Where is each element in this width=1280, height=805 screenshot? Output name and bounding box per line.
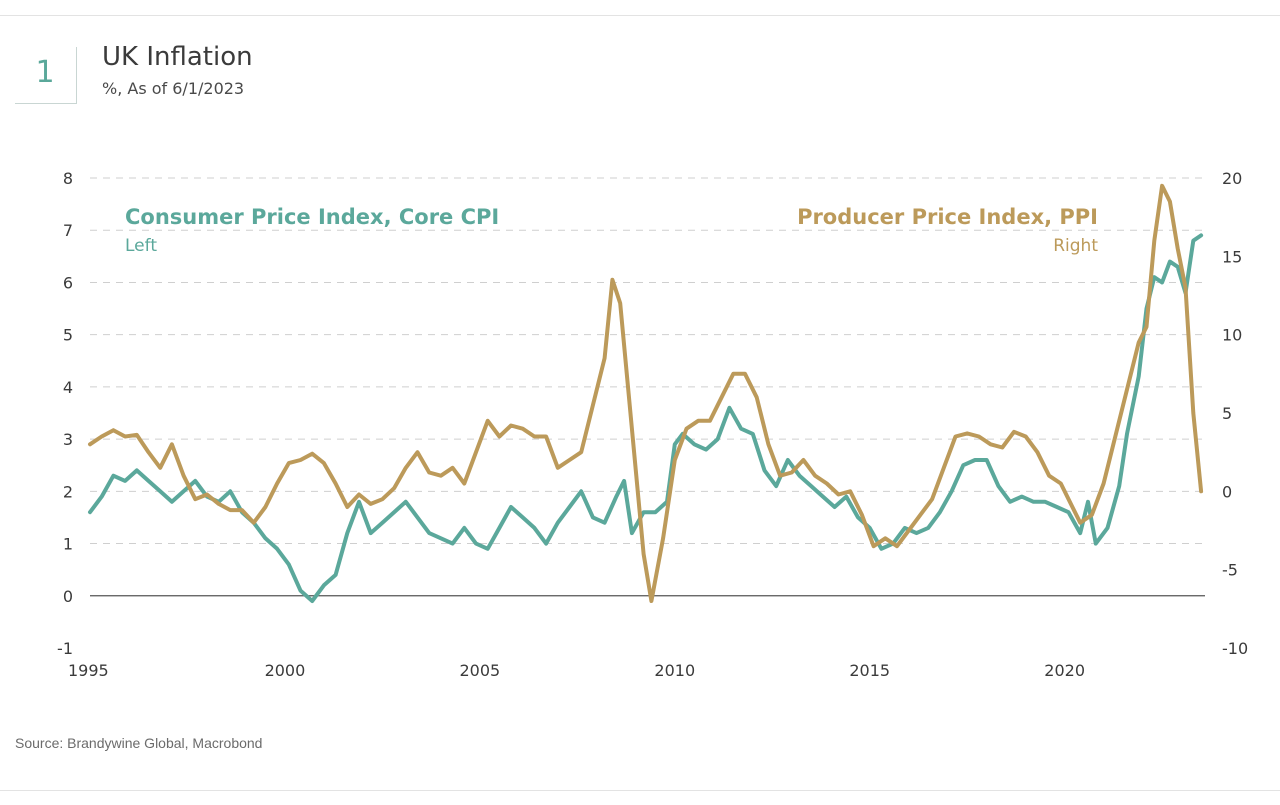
right-tick-label: -10 xyxy=(1222,639,1248,658)
left-tick-label: 5 xyxy=(63,326,73,345)
left-tick-label: 1 xyxy=(63,535,73,554)
legend-cpi-label: Consumer Price Index, Core CPI xyxy=(125,205,499,229)
series-lines xyxy=(88,183,1204,603)
legend-ppi-axis: Right xyxy=(1053,236,1098,256)
left-tick-label: 3 xyxy=(63,430,73,449)
left-tick-label: -1 xyxy=(57,639,73,658)
right-tick-label: 5 xyxy=(1222,404,1232,423)
right-axis-ticks: -10 -5 0 5 10 15 20 xyxy=(1222,169,1248,658)
gridlines xyxy=(90,177,1205,597)
left-tick-label: 6 xyxy=(63,273,73,292)
x-tick-label: 2015 xyxy=(849,661,890,680)
bottom-divider xyxy=(0,790,1280,791)
top-divider xyxy=(0,15,1280,16)
right-tick-label: 10 xyxy=(1222,326,1242,345)
right-tick-label: -5 xyxy=(1222,561,1238,580)
x-tick-label: 2000 xyxy=(265,661,306,680)
legend-ppi-label: Producer Price Index, PPI xyxy=(797,205,1098,229)
left-tick-label: 2 xyxy=(63,482,73,501)
left-tick-label: 7 xyxy=(63,221,73,240)
right-tick-label: 0 xyxy=(1222,482,1232,501)
figure-number: 1 xyxy=(35,55,55,90)
x-tick-label: 2010 xyxy=(654,661,695,680)
x-tick-label: 2005 xyxy=(460,661,501,680)
series-line-core-cpi xyxy=(88,233,1204,603)
source-note: Source: Brandywine Global, Macrobond xyxy=(15,735,263,751)
x-tick-label: 2020 xyxy=(1044,661,1085,680)
left-axis-ticks: -1 0 1 2 3 4 5 6 7 8 xyxy=(57,169,73,658)
chart-subtitle: %, As of 6/1/2023 xyxy=(102,79,245,98)
right-tick-label: 20 xyxy=(1222,169,1242,188)
left-tick-label: 4 xyxy=(63,378,73,397)
right-tick-label: 15 xyxy=(1222,247,1242,266)
legend-cpi-axis: Left xyxy=(125,236,157,256)
x-axis-ticks: 1995 2000 2005 2010 2015 2020 xyxy=(68,661,1085,680)
left-tick-label: 8 xyxy=(63,169,73,188)
figure-number-badge: 1 xyxy=(15,47,77,104)
left-tick-label: 0 xyxy=(63,587,73,606)
series-line-ppi xyxy=(88,183,1204,603)
x-tick-label: 1995 xyxy=(68,661,109,680)
chart-title: UK Inflation xyxy=(102,42,253,72)
